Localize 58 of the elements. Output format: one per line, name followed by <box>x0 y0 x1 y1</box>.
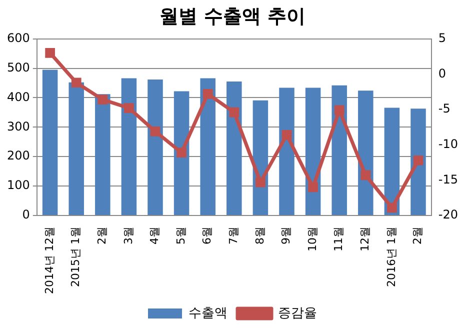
point <box>71 78 82 88</box>
point <box>387 202 397 213</box>
y-tick-label: 300 <box>7 119 30 134</box>
point <box>150 126 160 136</box>
point <box>202 89 213 99</box>
chart-title: 월별 수출액 추이 <box>159 5 306 28</box>
y-tick-label: 0 <box>22 208 30 222</box>
bar <box>174 91 190 216</box>
point <box>256 177 266 188</box>
y-tick-label: 100 <box>7 178 30 192</box>
point <box>413 155 424 166</box>
y-tick-label: 200 <box>7 148 30 163</box>
bar <box>200 78 216 216</box>
point <box>45 48 55 58</box>
x-tick-label: 11월 <box>332 226 346 252</box>
x-tick-label: 10월 <box>306 226 319 252</box>
bar <box>148 79 163 216</box>
y-tick-label: 400 <box>7 90 30 104</box>
point <box>308 182 318 192</box>
y-tick-label: 600 <box>7 30 30 45</box>
point <box>124 103 134 114</box>
bar <box>121 78 137 216</box>
x-tick-label: 2월 <box>411 226 424 245</box>
x-tick-label: 5월 <box>174 226 188 245</box>
bar <box>410 108 426 216</box>
legend-label: 수출액 <box>188 306 228 321</box>
x-tick-label: 4월 <box>148 226 162 245</box>
x-tick-label: 2015년 1월 <box>69 226 82 288</box>
y2-tick-label: 5 <box>438 30 446 45</box>
x-tick-label: 2016년 1월 <box>384 226 398 288</box>
point <box>176 148 186 158</box>
point <box>229 107 240 118</box>
point <box>282 130 292 140</box>
x-tick-label: 3월 <box>122 226 135 245</box>
bar <box>95 94 110 216</box>
point <box>360 170 371 180</box>
point <box>98 94 108 105</box>
y2-tick-label: -10 <box>438 136 458 151</box>
y-tick-label: 500 <box>7 60 30 74</box>
x-tick-label: 2014년 12월 <box>42 226 56 294</box>
bar <box>358 90 374 216</box>
x-tick-label: 8월 <box>253 226 266 245</box>
bar <box>68 82 84 216</box>
y2-tick-label: 0 <box>438 66 446 80</box>
x-tick-label: 9월 <box>280 226 293 245</box>
y2-tick-label: -20 <box>438 208 458 222</box>
x-tick-label: 2월 <box>96 226 109 245</box>
y2-tick-label: -5 <box>438 102 450 116</box>
x-tick-label: 12월 <box>358 226 372 252</box>
bar <box>42 70 58 216</box>
point <box>334 105 344 116</box>
bar <box>226 82 242 216</box>
bar <box>384 108 400 216</box>
legend-label: 증감율 <box>278 306 317 321</box>
x-tick-label: 7월 <box>227 226 240 245</box>
x-tick-label: 6월 <box>200 226 214 245</box>
y2-tick-label: -15 <box>438 172 458 186</box>
bar <box>279 88 294 216</box>
